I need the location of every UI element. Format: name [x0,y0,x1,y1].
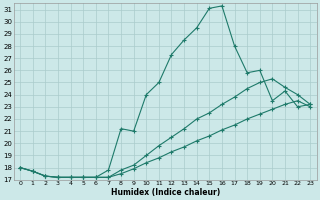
X-axis label: Humidex (Indice chaleur): Humidex (Indice chaleur) [111,188,220,197]
